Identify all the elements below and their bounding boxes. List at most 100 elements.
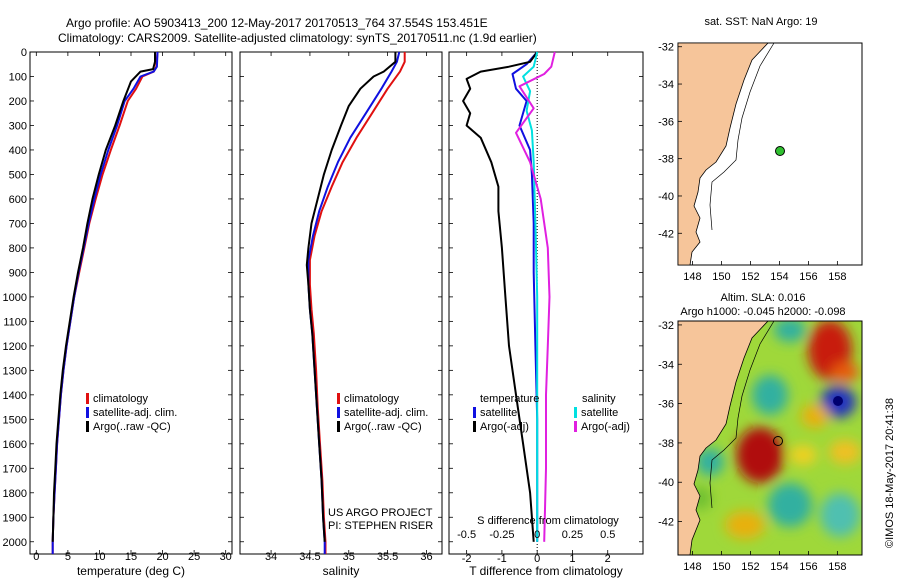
bathymetry-contour [709, 42, 775, 231]
x-tick-label: 10 [93, 551, 105, 563]
depth-tick-label: 1800 [3, 488, 27, 500]
legend-label-climatology: climatology [93, 393, 149, 405]
legend-label-s-satellite: satellite [581, 407, 618, 419]
lat-tick-label: -32 [658, 320, 674, 332]
sla-map-title-line1: Altim. SLA: 0.016 [721, 292, 806, 304]
x-tick-label: 34.5 [299, 551, 320, 563]
sla-map-axes: 148 150 152 154 156 158 -32 -34 -36 -38 -40 -42 [658, 320, 846, 573]
series-line-argo-raw-qc [305, 52, 397, 542]
legend-swatch-s-satellite [574, 407, 577, 418]
sla-map-title-line2: Argo h1000: -0.045 h2000: -0.098 [680, 306, 845, 318]
lon-tick-label: 156 [799, 271, 817, 283]
temperature-legend: climatology satellite-adj. clim. Argo(..… [86, 393, 177, 433]
lat-tick-label: -32 [658, 42, 674, 54]
depth-tick-label: 800 [9, 243, 27, 255]
series-line-s-argo-adj [515, 51, 556, 542]
s-tick-label: 0 [534, 529, 540, 541]
legend-swatch-t-satellite [473, 407, 476, 418]
salinity-x-label: salinity [323, 564, 360, 578]
x-tick-label: 35 [343, 551, 355, 563]
depth-tick-label: 400 [9, 145, 27, 157]
argo-float-marker [773, 436, 783, 446]
legend-swatch-argo [337, 421, 340, 432]
lat-tick-label: -40 [658, 191, 674, 203]
depth-tick-label: 1500 [3, 414, 27, 426]
x-tick-label: -1 [497, 553, 507, 565]
temperature-plot: 0 5 10 15 20 25 30 [33, 51, 232, 563]
depth-tick-label: 1000 [3, 292, 27, 304]
legend-swatch-climatology [337, 393, 340, 404]
bathymetry-contour [709, 320, 775, 509]
x-tick-label: 35.5 [377, 551, 398, 563]
depth-tick-label: 1300 [3, 365, 27, 377]
depth-tick-label: 500 [9, 169, 27, 181]
legend-label-satellite: satellite-adj. clim. [93, 407, 177, 419]
s-tick-label: -0.5 [457, 529, 476, 541]
difference-plot: -2 -1 0 1 2 -0.5 -0.25 0 0.25 0.5 [457, 51, 615, 565]
difference-legend-salinity: salinity satellite Argo(-adj) [574, 393, 630, 433]
sla-map [677, 320, 863, 556]
s-difference-label: S difference from climatology [477, 515, 619, 527]
project-annotation: US ARGO PROJECT [328, 507, 433, 519]
lon-tick-label: 148 [683, 271, 701, 283]
series-line-climatology [51, 51, 159, 554]
sst-map-title: sat. SST: NaN Argo: 19 [704, 16, 817, 28]
lat-tick-label: -34 [658, 359, 674, 371]
salinity-plot: 34 34.5 35 35.5 36 [265, 51, 433, 563]
lat-tick-label: -38 [658, 438, 674, 450]
series-line-s-satellite [522, 51, 539, 542]
legend-swatch-climatology [86, 393, 89, 404]
australia-landmass [677, 42, 769, 266]
depth-tick-label: 1100 [3, 316, 27, 328]
depth-tick-label: 2000 [3, 537, 27, 549]
depth-tick-label: 300 [9, 120, 27, 132]
salinity-legend: climatology satellite-adj. clim. Argo(..… [337, 393, 428, 433]
x-tick-label: 15 [125, 551, 137, 563]
s-tick-label: 0.5 [600, 529, 615, 541]
difference-x-label: T difference from climatology [469, 564, 623, 578]
legend-swatch-satellite [337, 407, 340, 418]
x-tick-label: -2 [462, 553, 472, 565]
legend-swatch-satellite [86, 407, 89, 418]
lon-tick-label: 152 [741, 271, 759, 283]
x-tick-label: 25 [188, 551, 200, 563]
depth-tick-label: 600 [9, 194, 27, 206]
sst-map-axes: 148 150 152 154 156 158 -32 -34 -36 -38 -40 -42 [658, 42, 846, 283]
temperature-x-label: temperature (deg C) [77, 564, 185, 578]
series-line-satellite-adj-clim [51, 51, 159, 554]
x-tick-label: 0 [534, 553, 540, 565]
x-tick-label: 0 [33, 551, 39, 563]
temperature-panel-frame [29, 51, 233, 555]
difference-legend-temperature: temperature satellite Argo(-adj) [473, 393, 539, 433]
depth-tick-label: 1400 [3, 390, 27, 402]
x-tick-label: 5 [65, 551, 71, 563]
pi-annotation: PI: STEPHEN RISER [328, 520, 433, 532]
depth-tick-label: 0 [21, 47, 27, 59]
x-tick-label: 20 [156, 551, 168, 563]
lat-tick-label: -36 [658, 116, 674, 128]
lat-tick-label: -42 [658, 517, 674, 529]
x-tick-label: 2 [605, 553, 611, 565]
lon-tick-label: 156 [799, 561, 817, 573]
depth-tick-label: 100 [9, 71, 27, 83]
legend-label-argo: Argo(..raw -QC) [93, 421, 171, 433]
sst-map [677, 42, 863, 266]
salinity-panel-frame [239, 51, 443, 555]
figure-title-line2: Climatology: CARS2009. Satellite-adjuste… [58, 31, 537, 45]
x-tick-label: 1 [569, 553, 575, 565]
s-tick-label: -0.25 [489, 529, 514, 541]
sla-map-frame [677, 320, 863, 556]
lat-tick-label: -42 [658, 228, 674, 240]
lat-tick-label: -38 [658, 154, 674, 166]
depth-tick-label: 700 [9, 218, 27, 230]
legend-label-s-argo: Argo(-adj) [581, 421, 630, 433]
lat-tick-label: -40 [658, 477, 674, 489]
legend-swatch-t-argo [473, 421, 476, 432]
lon-tick-label: 158 [828, 561, 846, 573]
lon-tick-label: 158 [828, 271, 846, 283]
imos-credit: ©IMOS 18-May-2017 20:41:38 [884, 398, 896, 548]
lon-tick-label: 150 [712, 271, 730, 283]
depth-tick-label: 1900 [3, 512, 27, 524]
lat-tick-label: -36 [658, 399, 674, 411]
